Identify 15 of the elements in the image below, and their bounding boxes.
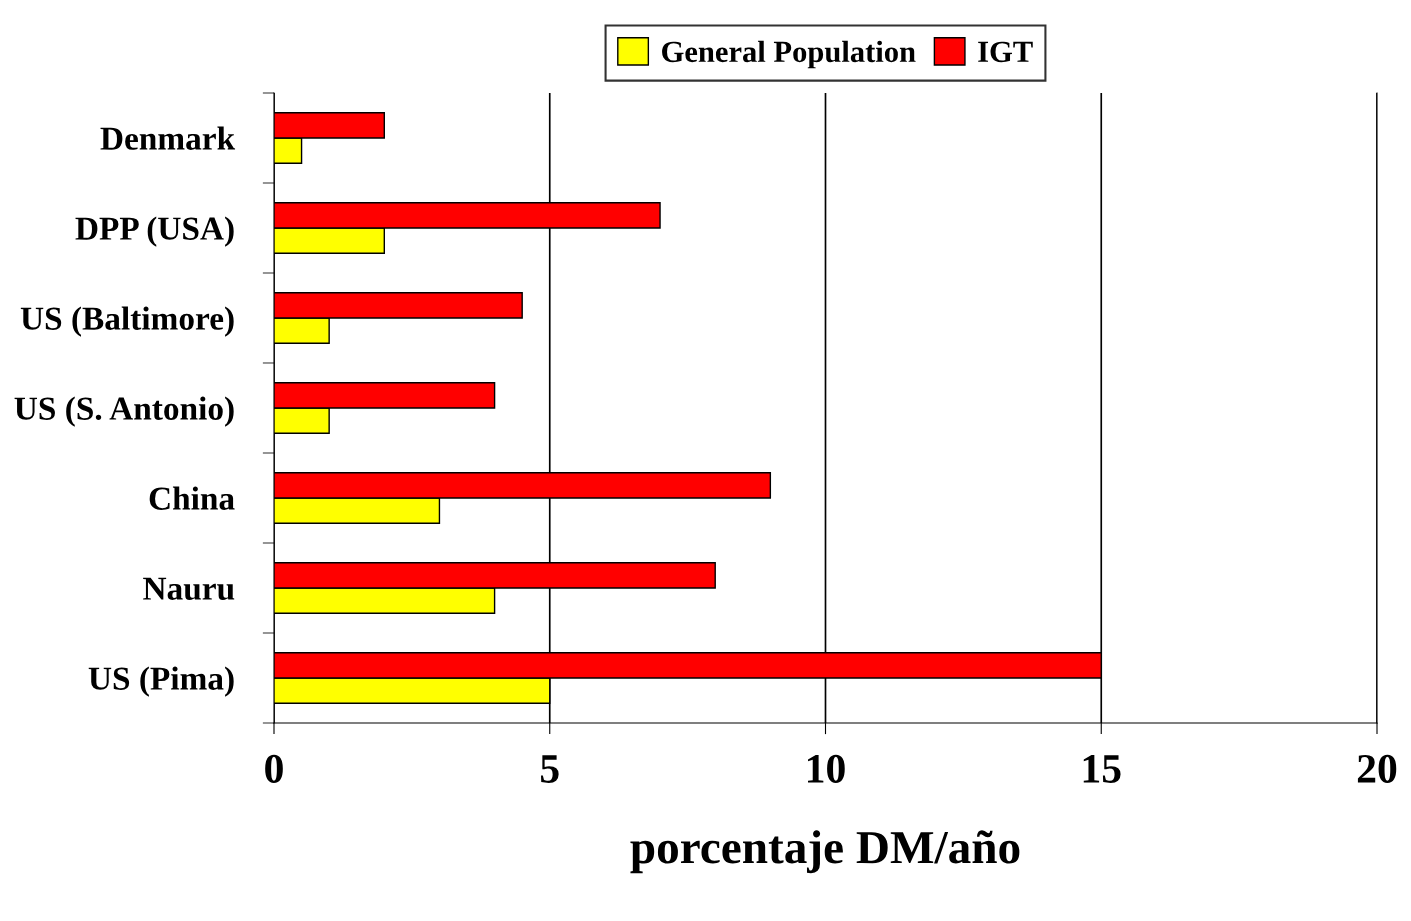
x-tick-label: 0 [265,754,283,783]
x-axis-title: porcentaje DM/año [630,830,1020,874]
y-tick-label: US (Baltimore) [20,306,234,337]
legend-label: General Population [662,40,916,69]
x-tick-label: 10 [808,754,845,783]
y-tick-label: Denmark [100,126,236,150]
y-tick-label: US (S. Antonio) [14,396,234,427]
y-tick-label: Nauru [143,577,235,600]
y-tick-label: US (Pima) [88,666,234,697]
y-tick-label: DPP (USA) [75,216,234,247]
x-tick-label: 15 [1083,754,1121,783]
y-tick-label: China [149,486,235,510]
x-tick-label: 5 [541,755,559,783]
x-tick-label: 20 [1357,754,1397,783]
legend-label: IGT [978,41,1033,63]
